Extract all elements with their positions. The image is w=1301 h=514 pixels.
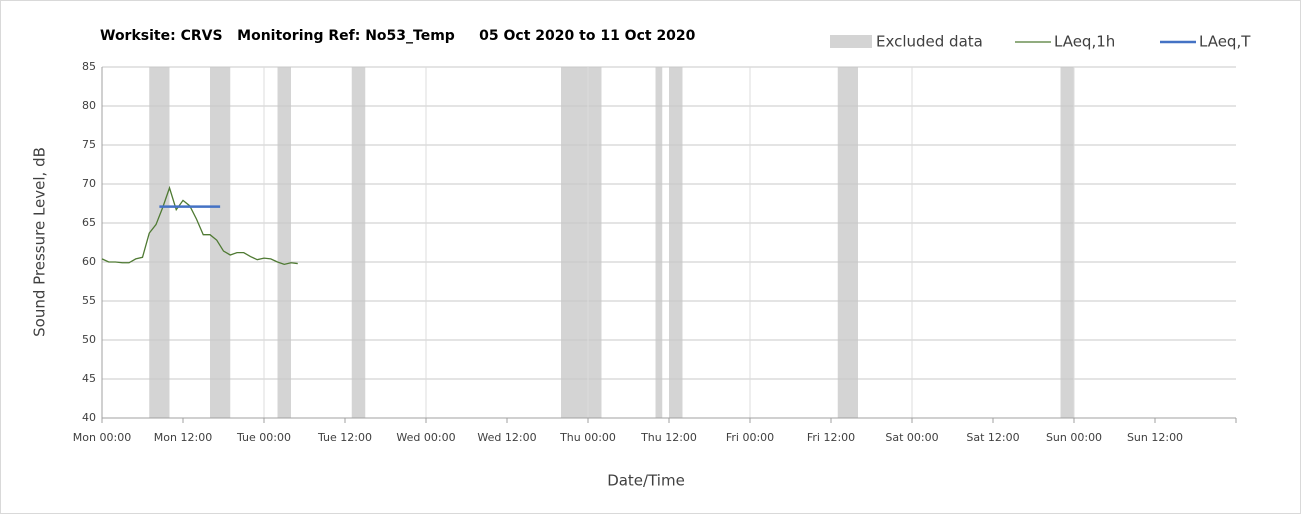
x-tick-label: Mon 12:00	[154, 431, 212, 444]
legend-label: LAeq,T	[1199, 33, 1251, 51]
x-tick-label: Fri 12:00	[807, 431, 855, 444]
y-axis-label: Sound Pressure Level, dB	[31, 147, 49, 337]
legend-label: Excluded data	[876, 33, 983, 51]
excluded-band	[837, 67, 858, 418]
x-tick-label: Sat 12:00	[966, 431, 1019, 444]
x-tick-label: Thu 00:00	[559, 431, 616, 444]
x-tick-label: Wed 00:00	[396, 431, 455, 444]
y-tick-label: 45	[82, 372, 96, 385]
y-tick-label: 65	[82, 216, 96, 229]
excluded-band	[655, 67, 663, 418]
y-tick-label: 75	[82, 138, 96, 151]
x-tick-label: Fri 00:00	[726, 431, 774, 444]
x-tick-label: Thu 12:00	[640, 431, 697, 444]
excluded-band	[1060, 67, 1074, 418]
legend-label: LAeq,1h	[1054, 33, 1115, 51]
y-tick-label: 80	[82, 99, 96, 112]
x-tick-label: Sun 12:00	[1127, 431, 1183, 444]
excluded-band	[149, 67, 170, 418]
x-tick-label: Sat 00:00	[885, 431, 938, 444]
x-tick-label: Tue 00:00	[236, 431, 291, 444]
x-tick-label: Wed 12:00	[477, 431, 536, 444]
x-axis-label: Date/Time	[607, 472, 685, 490]
excluded-band	[210, 67, 231, 418]
excluded-band	[561, 67, 602, 418]
y-tick-label: 40	[82, 411, 96, 424]
x-tick-label: Sun 00:00	[1046, 431, 1102, 444]
legend-swatch	[830, 35, 872, 48]
series-line	[101, 185, 298, 266]
y-tick-label: 60	[82, 255, 96, 268]
excluded-band	[351, 67, 366, 418]
chart-title: Worksite: CRVS Monitoring Ref: No53_Temp…	[100, 28, 696, 44]
excluded-band	[669, 67, 683, 418]
excluded-band	[277, 67, 291, 418]
y-tick-label: 50	[82, 333, 96, 346]
x-tick-label: Tue 12:00	[317, 431, 372, 444]
y-tick-label: 70	[82, 177, 96, 190]
x-tick-label: Mon 00:00	[73, 431, 131, 444]
y-tick-label: 85	[82, 60, 96, 73]
y-tick-label: 55	[82, 294, 96, 307]
